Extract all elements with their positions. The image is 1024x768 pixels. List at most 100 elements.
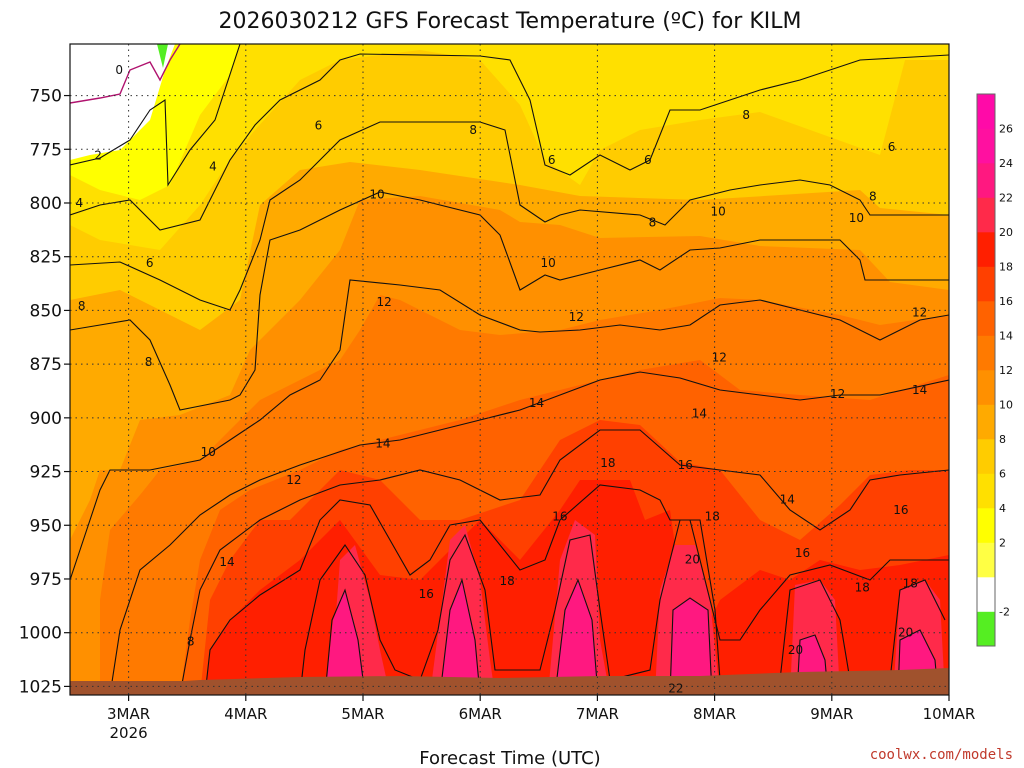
contour-label: 16 bbox=[795, 546, 810, 560]
contour-label: 10 bbox=[369, 187, 384, 201]
contour-label: 10 bbox=[201, 445, 216, 459]
colorbar-swatch bbox=[977, 301, 995, 336]
y-tick-label: 925 bbox=[30, 463, 62, 483]
contour-label: 2 bbox=[94, 149, 102, 163]
contour-label: 16 bbox=[678, 458, 693, 472]
contour-label: 8 bbox=[78, 299, 86, 313]
contour-label: 12 bbox=[830, 387, 845, 401]
y-tick-label: 750 bbox=[30, 87, 62, 107]
band-0to2 bbox=[70, 44, 175, 160]
colorbar-tick-label: 20 bbox=[999, 226, 1013, 239]
contour-label: 18 bbox=[903, 576, 918, 590]
contour-label: 8 bbox=[742, 108, 750, 122]
colorbar-swatch bbox=[977, 542, 995, 578]
colorbar-swatch bbox=[977, 94, 995, 129]
contour-label: 20 bbox=[788, 643, 803, 657]
contour-label: 10 bbox=[541, 256, 556, 270]
colorbar-tick-label: 22 bbox=[999, 192, 1013, 205]
contour-label: 8 bbox=[145, 355, 153, 369]
contour-label: 6 bbox=[644, 153, 652, 167]
colorbar-swatch bbox=[977, 197, 995, 233]
x-tick-sublabel: 2026 bbox=[110, 724, 148, 742]
dotted-grid bbox=[70, 44, 949, 695]
colorbar-tick-label: 24 bbox=[999, 157, 1013, 170]
colorbar-tick-label: -2 bbox=[999, 606, 1010, 619]
contour-16 bbox=[204, 484, 949, 695]
band-4to6 bbox=[70, 44, 949, 250]
contour-label: 12 bbox=[286, 473, 301, 487]
contour-label: 20 bbox=[898, 626, 913, 640]
contour-label: 16 bbox=[419, 587, 434, 601]
contour-label: 8 bbox=[469, 123, 477, 137]
plot-area: 0 2 4 4 6 6 8 8 8 10 10 12 12 14 14 16 18 8 6 10 12 14 16 18 6 8 1… bbox=[70, 44, 949, 696]
x-tick-label: 10MAR bbox=[923, 705, 976, 723]
contour-label: 12 bbox=[912, 306, 927, 320]
y-tick-label: 850 bbox=[30, 301, 62, 321]
contour-18 bbox=[299, 519, 946, 695]
y-tick-label: 825 bbox=[30, 248, 62, 268]
contour-label: 6 bbox=[548, 153, 556, 167]
contour-label: 6 bbox=[315, 119, 323, 133]
colorbar-tick-label: 26 bbox=[999, 123, 1013, 136]
contour-label: 10 bbox=[710, 205, 725, 219]
y-tick-label: 950 bbox=[30, 516, 62, 536]
cell-22plus-2 bbox=[440, 580, 480, 695]
colorbar-swatch bbox=[977, 439, 995, 474]
contour-label: 16 bbox=[552, 510, 567, 524]
contour-label: 14 bbox=[692, 407, 707, 421]
colorbar-swatch bbox=[977, 370, 995, 405]
y-tick-label: 800 bbox=[30, 194, 62, 214]
colorbar-tick-label: 2 bbox=[999, 537, 1006, 550]
colorbar-swatch bbox=[977, 232, 995, 267]
colorbar-swatch bbox=[977, 508, 995, 543]
colorbar-tick-label: 6 bbox=[999, 468, 1006, 481]
contour-label: 8 bbox=[187, 634, 195, 648]
colorbar-swatch bbox=[977, 577, 995, 612]
cell-22plus-1 bbox=[325, 590, 365, 695]
contour-label: 18 bbox=[705, 510, 720, 524]
contour-2 bbox=[70, 44, 241, 187]
contour-label: 12 bbox=[712, 351, 727, 365]
contour-label: 14 bbox=[912, 383, 927, 397]
y-tick-label: 1025 bbox=[19, 677, 62, 697]
contour-label: 6 bbox=[888, 140, 896, 154]
contour-4 bbox=[70, 53, 949, 231]
y-tick-label: 975 bbox=[30, 570, 62, 590]
contour-label: 14 bbox=[375, 437, 390, 451]
colorbar-swatch bbox=[977, 163, 995, 198]
contour-14 bbox=[179, 429, 949, 695]
colorbar-tick-label: 14 bbox=[999, 330, 1013, 343]
colorbar-swatch bbox=[977, 611, 995, 647]
colorbar-swatch bbox=[977, 128, 995, 164]
band-below-minus2 bbox=[157, 44, 168, 68]
contour-6 bbox=[70, 121, 949, 311]
contour-lines bbox=[70, 44, 949, 695]
contour-label: 22 bbox=[668, 682, 683, 696]
x-tick-label: 5MAR bbox=[341, 705, 384, 723]
contour-label: 14 bbox=[529, 396, 544, 410]
colorbar-frame bbox=[976, 93, 996, 647]
x-tick-label: 8MAR bbox=[693, 705, 736, 723]
contour-label: 18 bbox=[500, 574, 515, 588]
contour-10 bbox=[70, 279, 949, 581]
y-tick-label: 875 bbox=[30, 355, 62, 375]
colorbar-tick-label: 18 bbox=[999, 261, 1013, 274]
contour-label: 6 bbox=[146, 256, 154, 270]
y-tick-label: 900 bbox=[30, 409, 62, 429]
contour-labels: 0 2 4 4 6 6 8 8 8 10 10 12 12 14 14 16 18 8 6 10 12 14 16 18 6 8 1… bbox=[76, 63, 928, 696]
colorbar-swatch bbox=[977, 473, 995, 509]
x-tick-label: 7MAR bbox=[576, 705, 619, 723]
contour-label: 18 bbox=[855, 581, 870, 595]
cell-22plus-4 bbox=[670, 598, 712, 695]
contour-label: 14 bbox=[219, 555, 234, 569]
contour-label: 4 bbox=[209, 159, 217, 173]
contour-20 bbox=[324, 578, 939, 695]
colorbar-swatch bbox=[977, 404, 995, 440]
contour-label: 4 bbox=[76, 196, 84, 210]
contour-label: 0 bbox=[115, 63, 123, 77]
colorbar-swatch bbox=[977, 266, 995, 302]
colorbar-tick-label: 10 bbox=[999, 399, 1013, 412]
